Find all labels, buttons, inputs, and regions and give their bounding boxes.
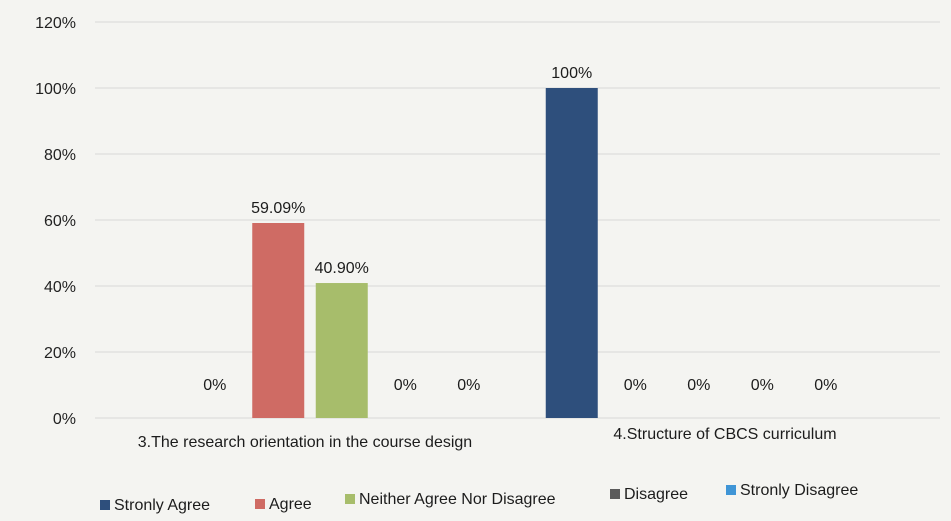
legend-item: Agree	[255, 496, 312, 513]
data-label: 0%	[624, 377, 647, 394]
y-tick-label: 60%	[44, 213, 76, 230]
data-label: 0%	[457, 377, 480, 394]
data-label: 0%	[394, 377, 417, 394]
y-tick-label: 120%	[35, 15, 76, 32]
data-label: 40.90%	[315, 260, 369, 277]
data-label: 0%	[751, 377, 774, 394]
bars	[252, 88, 598, 418]
bar	[545, 88, 598, 418]
legend-swatch	[345, 494, 355, 504]
legend-swatch	[255, 499, 265, 509]
bar	[315, 283, 368, 418]
data-label: 0%	[203, 377, 226, 394]
legend-swatch	[100, 500, 110, 510]
data-label: 0%	[687, 377, 710, 394]
category-label: 4.Structure of CBCS curriculum	[613, 426, 836, 443]
legend-swatch	[726, 485, 736, 495]
legend-item: Stronly Disagree	[726, 482, 858, 499]
legend-label: Stronly Agree	[114, 497, 210, 514]
legend-label: Disagree	[624, 486, 688, 503]
legend-item: Neither Agree Nor Disagree	[345, 491, 556, 508]
data-label: 0%	[814, 377, 837, 394]
y-tick-label: 0%	[53, 411, 76, 428]
legend-label: Neither Agree Nor Disagree	[359, 491, 556, 508]
legend-label: Agree	[269, 496, 312, 513]
data-labels: 0% 59.09% 40.90% 0% 0% 100% 0% 0% 0% 0%	[203, 65, 837, 394]
y-tick-label: 100%	[35, 81, 76, 98]
data-label: 100%	[551, 65, 592, 82]
category-label: 3.The research orientation in the course…	[138, 434, 472, 451]
legend: Stronly Agree Agree Neither Agree Nor Disa…	[100, 482, 858, 514]
y-tick-label: 40%	[44, 279, 76, 296]
y-axis-ticks: 0% 20% 40% 60% 80% 100% 120%	[35, 15, 76, 428]
y-tick-label: 20%	[44, 345, 76, 362]
legend-label: Stronly Disagree	[740, 482, 858, 499]
legend-swatch	[610, 489, 620, 499]
legend-item: Stronly Agree	[100, 497, 210, 514]
bar	[252, 223, 305, 418]
legend-item: Disagree	[610, 486, 688, 503]
category-labels: 3.The research orientation in the course…	[138, 426, 837, 451]
data-label: 59.09%	[251, 200, 305, 217]
y-tick-label: 80%	[44, 147, 76, 164]
gridlines	[95, 21, 940, 419]
